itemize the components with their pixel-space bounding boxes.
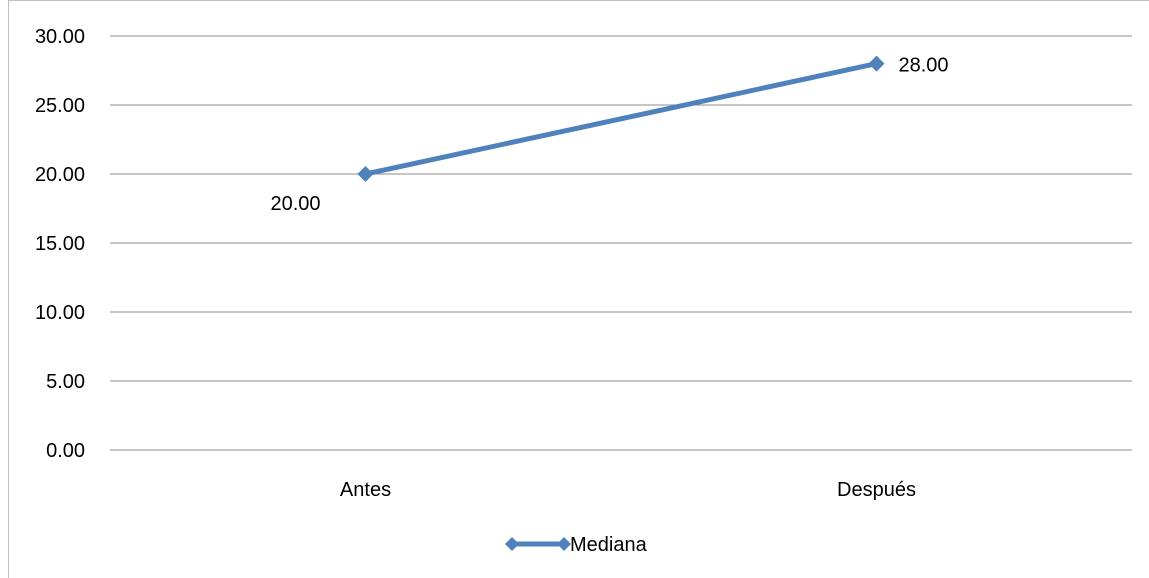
data-label: 28.00 xyxy=(899,55,949,77)
series-mediana xyxy=(357,55,885,182)
data-point-marker xyxy=(357,166,374,182)
y-axis-tick-labels: 0.00 5.00 10.00 15.00 20.00 25.00 30.00 xyxy=(35,26,85,462)
gridlines xyxy=(110,35,1132,451)
legend-label: Mediana xyxy=(570,534,648,556)
x-category-label: Antes xyxy=(340,479,391,501)
x-category-label: Después xyxy=(837,479,916,501)
series-line xyxy=(364,61,878,177)
y-tick-label: 5.00 xyxy=(46,371,85,393)
legend-marker xyxy=(505,537,519,551)
y-tick-label: 30.00 xyxy=(35,26,85,48)
data-labels: 20.00 28.00 xyxy=(270,55,948,215)
data-label: 20.00 xyxy=(270,193,320,215)
chart-frame xyxy=(8,0,1149,578)
y-tick-label: 20.00 xyxy=(35,164,85,186)
legend-marker xyxy=(557,537,571,551)
y-tick-label: 0.00 xyxy=(46,440,85,462)
data-point-marker xyxy=(868,55,885,72)
x-axis-category-labels: Antes Después xyxy=(340,479,916,501)
y-tick-label: 10.00 xyxy=(35,302,85,324)
y-tick-label: 25.00 xyxy=(35,95,85,117)
legend: Mediana xyxy=(505,534,648,556)
y-tick-label: 15.00 xyxy=(35,233,85,255)
